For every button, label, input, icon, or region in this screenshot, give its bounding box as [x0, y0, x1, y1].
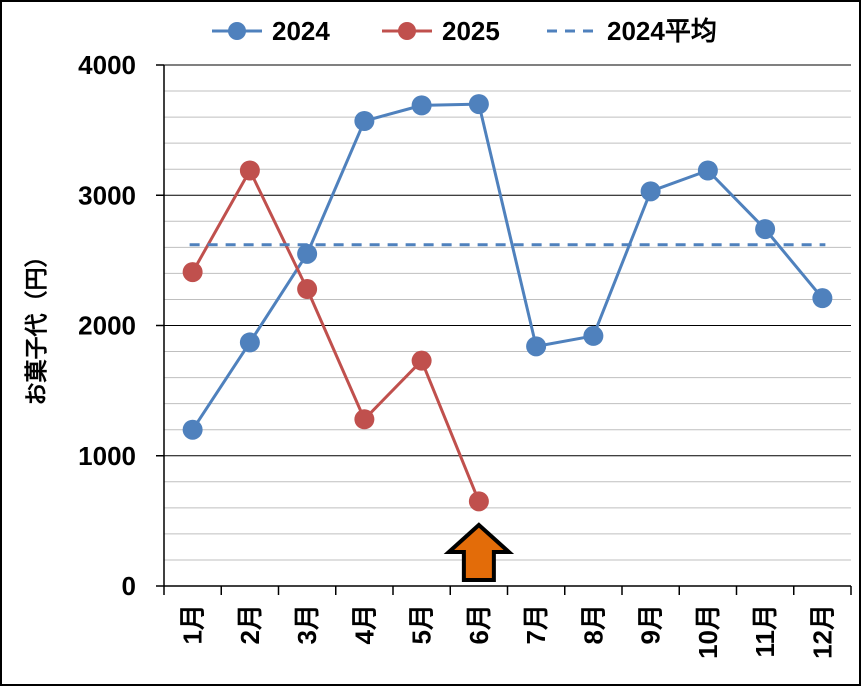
data-point-2025 [354, 409, 375, 430]
x-tick-label: 8月 [578, 604, 608, 644]
x-tick-label: 9月 [636, 604, 666, 644]
up-arrow-annotation [443, 522, 515, 582]
data-point-2024 [812, 288, 833, 309]
legend-swatch-marker [398, 22, 416, 40]
y-tick-label: 3000 [78, 180, 136, 210]
x-tick-label: 3月 [292, 604, 322, 644]
y-tick-label: 1000 [78, 441, 136, 471]
data-point-2024 [182, 419, 203, 440]
x-tick-label: 2月 [235, 604, 265, 644]
x-tick-label: 12月 [807, 604, 837, 659]
x-tick-label: 1月 [178, 604, 208, 644]
x-tick-label: 5月 [407, 604, 437, 644]
data-point-2024 [354, 111, 375, 132]
series-line-2024 [191, 102, 824, 431]
data-point-2025 [182, 262, 203, 283]
data-point-2024 [583, 325, 604, 346]
data-point-2025 [411, 350, 432, 371]
data-point-2025 [239, 160, 260, 181]
data-point-2025 [297, 279, 318, 300]
x-tick-label: 10月 [693, 604, 723, 659]
data-point-2024 [468, 94, 489, 115]
y-axis-title: お菓子代（円） [23, 245, 50, 406]
y-tick-label: 4000 [78, 50, 136, 80]
x-tick-label: 6月 [464, 604, 494, 644]
y-tick-label: 2000 [78, 311, 136, 341]
legend-swatch-marker [228, 22, 246, 40]
legend-label: 2025 [442, 16, 500, 46]
x-tick-label: 11月 [750, 604, 780, 658]
data-point-2024 [526, 336, 547, 357]
legend-label: 2024 [272, 16, 330, 46]
y-tick-label: 0 [122, 571, 136, 601]
legend-label: 2024平均 [607, 16, 717, 46]
data-point-2024 [239, 332, 260, 353]
data-point-2024 [755, 219, 776, 240]
x-tick-label: 4月 [349, 604, 379, 644]
x-tick-label: 7月 [521, 604, 551, 644]
data-point-2024 [697, 160, 718, 181]
series-line-2025 [191, 169, 481, 502]
data-point-2024 [640, 181, 661, 202]
data-point-2024 [411, 95, 432, 116]
data-point-2025 [468, 491, 489, 512]
data-point-2024 [297, 243, 318, 264]
